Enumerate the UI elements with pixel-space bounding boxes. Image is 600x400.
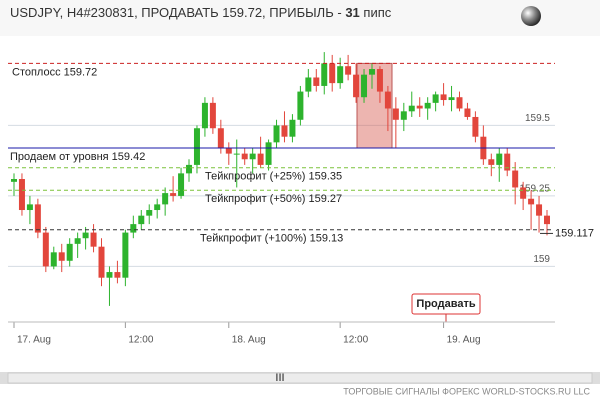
candle-body xyxy=(361,74,368,98)
candle-body xyxy=(408,105,415,112)
title-main: USDJPY, H4#230831, ПРОДАВАТЬ 159.72, ПРИ… xyxy=(10,5,342,20)
candle-body xyxy=(42,232,49,267)
candle-body xyxy=(154,204,161,211)
candle-body xyxy=(265,142,272,165)
candle-body xyxy=(26,204,33,211)
x-tick-label: 12:00 xyxy=(343,335,368,346)
footer: ТОРГОВЫЕ СИГНАЛЫ ФОРЕКС WORLD-STOCKS.RU … xyxy=(343,386,590,396)
y-tick-label: 159 xyxy=(533,254,550,265)
candle-body xyxy=(162,193,169,205)
candle-body xyxy=(193,128,200,165)
candle-body xyxy=(273,125,280,143)
candle-body xyxy=(512,170,519,188)
candle-body xyxy=(384,91,391,109)
candle-body xyxy=(178,173,185,196)
candle-body xyxy=(90,232,97,247)
price-label: 159.117 xyxy=(555,227,594,239)
candle-body xyxy=(353,74,360,98)
candle-body xyxy=(82,232,89,239)
candle-body xyxy=(448,97,455,101)
candle-body xyxy=(122,232,129,278)
candle-body xyxy=(217,128,224,148)
header-bg xyxy=(0,0,600,36)
candle-body xyxy=(11,179,17,182)
x-tick-label: 12:00 xyxy=(128,335,153,346)
candle-body xyxy=(201,102,208,129)
candle-body xyxy=(289,119,296,137)
level-label: Продаем от уровня 159.42 xyxy=(10,151,145,163)
candle-body xyxy=(18,179,25,211)
candle-body xyxy=(416,105,423,109)
candle-body xyxy=(337,66,344,84)
candle-body xyxy=(114,272,121,278)
candle-body xyxy=(504,153,511,171)
plot: 159.5 159.25 159 Стоплосс 159.72 Продаем от … xyxy=(8,52,597,346)
candle-body xyxy=(249,153,256,160)
candle-body xyxy=(297,91,304,120)
candle-body xyxy=(209,102,216,129)
candle-body xyxy=(536,204,543,216)
sell-button-label[interactable]: Продавать xyxy=(416,298,475,310)
candle-body xyxy=(424,102,431,109)
candle-body xyxy=(225,147,232,154)
candle-body xyxy=(376,69,383,92)
candle-body xyxy=(313,77,320,86)
candle-body xyxy=(233,153,240,155)
candle-body xyxy=(106,272,113,278)
candle-body xyxy=(368,69,375,75)
candle-body xyxy=(146,210,153,216)
candle-body xyxy=(186,164,193,174)
scroll-thumb[interactable] xyxy=(7,372,593,384)
scroll-grip: III xyxy=(275,372,284,384)
candle-body xyxy=(58,252,65,261)
candle-body xyxy=(138,215,145,225)
globe-icon[interactable] xyxy=(521,6,541,26)
candle-body xyxy=(34,204,41,233)
chart-title: USDJPY, H4#230831, ПРОДАВАТЬ 159.72, ПРИ… xyxy=(10,5,392,20)
candle-body xyxy=(520,187,527,199)
candle-body xyxy=(257,153,264,165)
x-tick-label: 19. Aug xyxy=(447,335,481,346)
level-label: Тейкпрофит (+25%) 159.35 xyxy=(205,171,342,183)
candle-body xyxy=(496,153,503,165)
candle-body xyxy=(98,246,105,278)
candle-body xyxy=(456,97,463,109)
candle-body xyxy=(170,193,177,196)
sell-button[interactable] xyxy=(411,293,481,315)
candle-body xyxy=(472,116,479,137)
candle-body xyxy=(544,215,550,225)
y-tick-label: 159.25 xyxy=(519,184,550,195)
candle-body xyxy=(66,243,73,261)
level-label: Стоплосс 159.72 xyxy=(12,66,97,78)
candle-body xyxy=(305,77,312,92)
candle-body xyxy=(400,111,407,120)
y-tick-label: 159.5 xyxy=(525,113,550,124)
candle-body xyxy=(329,63,336,84)
candle-body xyxy=(464,108,471,117)
x-tick-label: 18. Aug xyxy=(232,335,266,346)
candle-body xyxy=(392,108,399,120)
title-pips: 31 xyxy=(345,5,359,20)
candle-body xyxy=(130,224,137,233)
candle-body xyxy=(488,159,495,165)
candle-body xyxy=(321,63,328,86)
candle-body xyxy=(50,252,57,267)
candle-body xyxy=(241,153,248,160)
candle-body xyxy=(281,125,288,137)
candle-body xyxy=(74,238,81,244)
candle-body xyxy=(528,198,535,205)
level-label: Тейкпрофит (+50%) 159.27 xyxy=(205,193,342,205)
candle-body xyxy=(432,94,439,103)
candle-body xyxy=(440,94,447,101)
price-tag xyxy=(553,226,597,241)
x-tick-label: 17. Aug xyxy=(17,335,51,346)
level-label: Тейкпрофит (+100%) 159.13 xyxy=(200,233,343,245)
title-unit: пипс xyxy=(363,5,391,20)
candle-body xyxy=(345,66,352,75)
